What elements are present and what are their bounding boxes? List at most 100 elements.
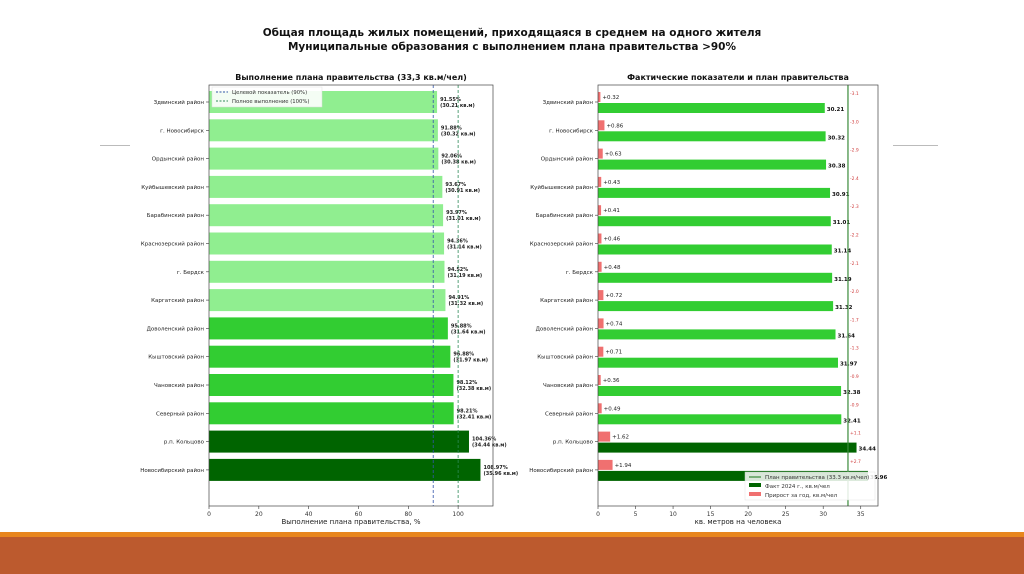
increase-bar — [598, 233, 602, 244]
main-title-line2: Муниципальные образования с выполнением … — [287, 41, 736, 53]
left-category-label: Каргатский район — [151, 297, 204, 304]
left-data-label: 94.91% (31.32 кв.м) — [448, 295, 483, 307]
fact-bar — [598, 414, 842, 425]
legend-increase-label: Прирост за год, кв.м/чел — [765, 493, 838, 499]
increase-bar — [598, 318, 604, 329]
legend-fact-swatch — [749, 483, 761, 487]
fact-bar — [598, 442, 857, 453]
increase-value-label: +1.94 — [615, 463, 632, 469]
left-category-label: Северный район — [156, 410, 204, 417]
increase-value-label: +0.41 — [603, 208, 620, 214]
increase-bar — [598, 148, 603, 159]
fact-value-label: 31.19 — [834, 277, 852, 283]
gap-to-plan-label: -1.7 — [850, 317, 859, 323]
left-xtick-label: 20 — [255, 511, 263, 518]
increase-bar — [598, 346, 604, 357]
increase-value-label: +0.72 — [605, 293, 622, 299]
left-bar — [209, 232, 445, 255]
fact-bar — [598, 272, 833, 283]
right-legend-box — [744, 471, 876, 501]
left-data-label: 94.52% (31.19 кв.м) — [447, 267, 482, 279]
increase-bar — [598, 375, 601, 385]
fact-value-label: 31.14 — [834, 249, 852, 255]
left-chart-title: Выполнение плана правительства (33,3 кв.… — [235, 73, 467, 82]
gap-to-plan-label: -0.9 — [850, 374, 859, 380]
left-category-label: Ордынский район — [152, 156, 205, 163]
increase-value-label: +1.62 — [612, 435, 629, 441]
legend-target-label: Целевой показатель (90%) — [232, 89, 307, 96]
right-category-label: Кыштовский район — [537, 354, 593, 361]
right-xtick-label: 20 — [744, 511, 752, 518]
gap-to-plan-label: -0.9 — [850, 402, 859, 408]
increase-value-label: +0.49 — [604, 406, 621, 412]
fact-bar — [598, 216, 831, 227]
left-category-label: Новосибирский район — [140, 467, 204, 474]
gap-to-plan-label: -1.3 — [850, 346, 859, 352]
increase-bar — [598, 431, 611, 442]
left-bar — [209, 289, 446, 312]
left-bar — [209, 175, 443, 198]
right-category-label: Доволенский район — [536, 325, 594, 332]
left-bar — [209, 119, 438, 142]
fact-bar — [598, 357, 838, 368]
right-category-label: г. Бердск — [566, 270, 594, 276]
footer-band — [0, 537, 1024, 574]
increase-value-label: +0.63 — [605, 152, 622, 158]
gap-to-plan-label: -2.0 — [850, 289, 859, 295]
right-category-label: Чановский район — [543, 382, 593, 389]
gap-to-plan-label: -2.1 — [850, 261, 859, 267]
left-data-label: 98.21% (32.41 кв.м) — [457, 408, 492, 420]
gap-to-plan-label: -2.4 — [850, 176, 859, 182]
left-data-label: 98.12% (32.38 кв.м) — [456, 380, 491, 392]
right-category-label: Новосибирский район — [529, 467, 593, 474]
legend-fact-label: Факт 2024 г., кв.м/чел — [765, 484, 830, 490]
right-xtick-label: 25 — [782, 511, 790, 518]
right-category-label: Куйбышевский район — [530, 184, 593, 191]
increase-bar — [598, 290, 604, 301]
right-xtick-label: 0 — [596, 511, 600, 518]
legend-increase-swatch — [749, 492, 761, 496]
left-data-label: 91.55% (30.21 кв.м) — [440, 97, 475, 109]
fact-bar — [598, 470, 868, 481]
fact-bar — [598, 386, 842, 396]
increase-value-label: +0.48 — [604, 265, 621, 271]
right-xtick-label: 35 — [857, 511, 865, 518]
right-xtick-label: 10 — [669, 511, 677, 518]
main-title-line1: Общая площадь жилых помещений, приходяща… — [262, 27, 762, 39]
increase-bar — [598, 120, 605, 131]
left-bar — [209, 260, 445, 283]
left-category-label: г. Новосибирск — [160, 128, 205, 134]
increase-bar — [598, 92, 601, 102]
gap-to-plan-label: -2.2 — [850, 233, 859, 239]
right-plot-frame — [597, 84, 879, 507]
increase-bar — [598, 403, 602, 414]
left-bar — [209, 204, 444, 227]
increase-bar — [598, 459, 613, 470]
increase-value-label: +0.86 — [606, 123, 623, 129]
right-category-label: р.п. Кольцово — [553, 440, 594, 446]
left-category-label: Чановский район — [154, 382, 204, 389]
fact-value-label: 34.44 — [859, 447, 877, 453]
right-category-label: Северный район — [545, 410, 593, 417]
left-bar — [209, 402, 454, 425]
left-data-label: 93.97% (31.01 кв.м) — [446, 210, 481, 222]
fact-bar — [598, 301, 834, 312]
right-category-label: Барабинский район — [536, 212, 594, 219]
increase-bar — [598, 176, 602, 187]
right-category-label: Краснозерский район — [530, 241, 594, 248]
left-xtick-label: 0 — [207, 511, 211, 518]
fact-bar — [598, 159, 827, 170]
left-data-label: 91.88% (30.32 кв.м) — [441, 125, 476, 137]
left-data-label: 96.88% (31.97 кв.м) — [453, 352, 488, 364]
fact-value-label: 32.38 — [843, 390, 861, 396]
increase-value-label: +0.36 — [603, 378, 620, 384]
increase-value-label: +0.71 — [605, 350, 622, 356]
left-bar — [209, 147, 439, 170]
left-xtick-label: 60 — [355, 511, 363, 518]
left-bar — [209, 430, 469, 453]
fact-value-label: 31.64 — [838, 333, 856, 339]
right-xtick-label: 5 — [634, 511, 638, 518]
right-xtick-label: 15 — [707, 511, 715, 518]
left-xtick-label: 100 — [452, 511, 464, 518]
